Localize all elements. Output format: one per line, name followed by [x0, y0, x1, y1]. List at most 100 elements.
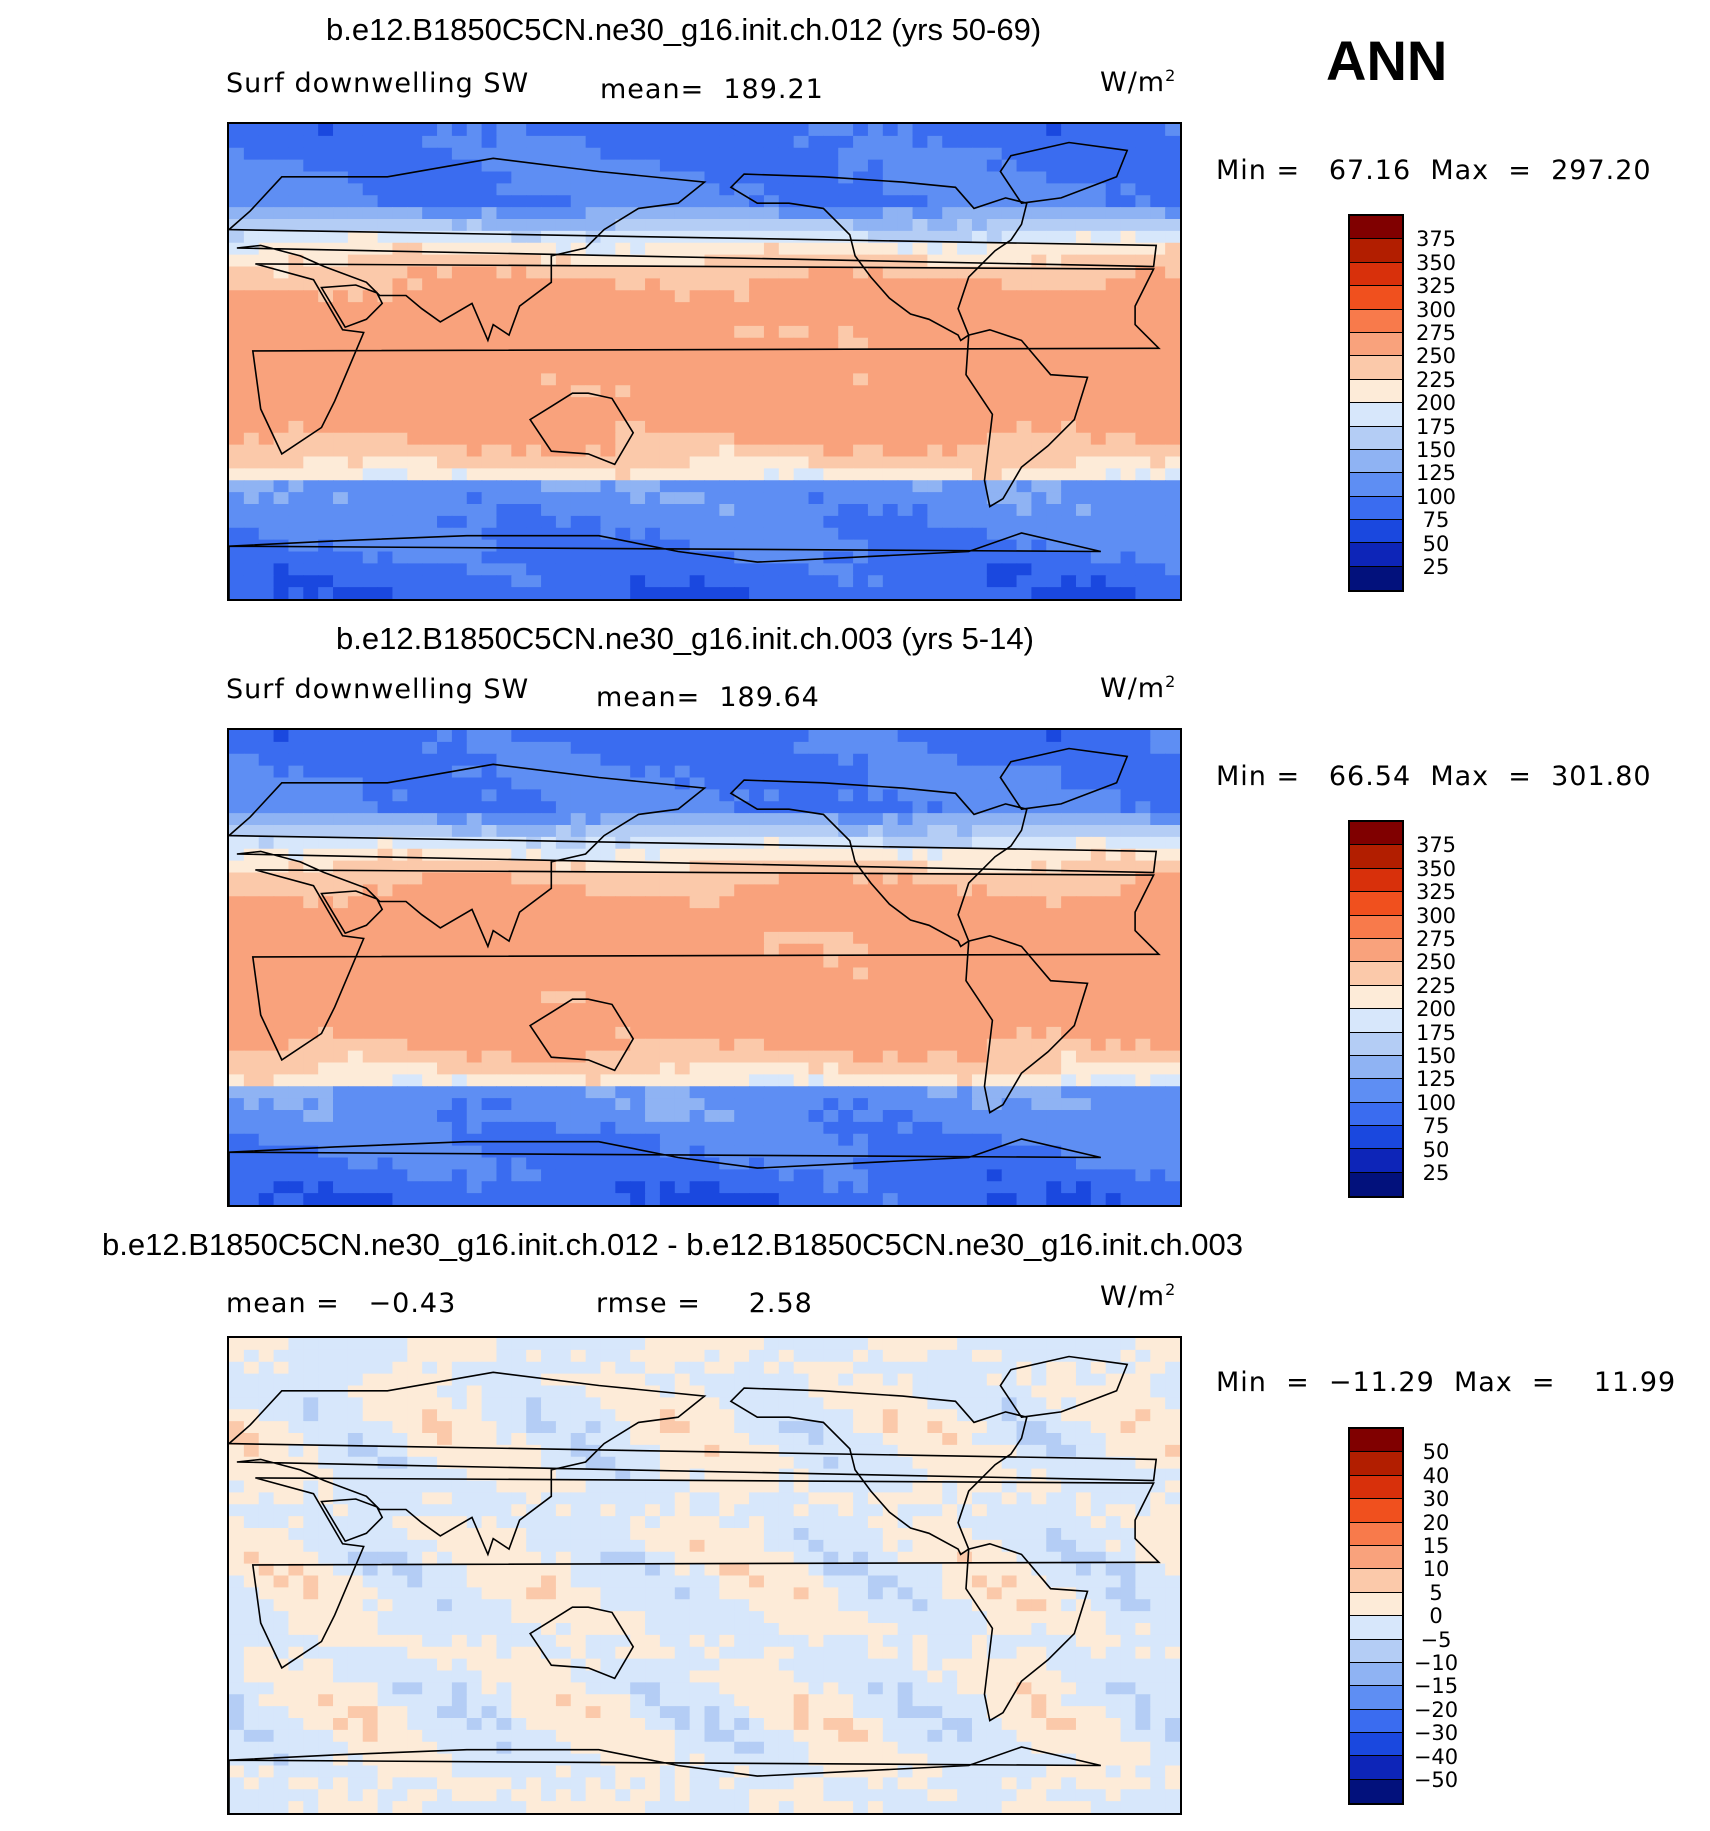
colorbar-swatch — [1350, 892, 1402, 916]
contour-fill — [229, 1338, 1180, 1813]
panel2-mean: mean= 189.64 — [596, 682, 820, 713]
colorbar-swatch — [1350, 1686, 1402, 1710]
colorbar-swatch — [1350, 262, 1402, 287]
panel2-variable: Surf downwelling SW — [226, 674, 530, 705]
colorbar-swatch — [1350, 1172, 1402, 1197]
panel2-title: b.e12.B1850C5CN.ne30_g16.init.ch.003 (yr… — [336, 621, 1034, 656]
colorbar-tick-label: 275 — [1415, 321, 1457, 345]
colorbar-swatch — [1350, 1149, 1402, 1173]
panel1-map — [227, 122, 1182, 601]
panel2-map — [227, 728, 1182, 1207]
colorbar-swatch — [1350, 1545, 1402, 1570]
colorbar-swatch — [1350, 1756, 1402, 1780]
colorbar-swatch — [1350, 379, 1402, 404]
colorbar-tick-label: 250 — [1415, 344, 1457, 369]
colorbar-swatch — [1350, 1709, 1402, 1734]
colorbar-tick-label: 5 — [1429, 1580, 1443, 1605]
colorbar-swatch — [1350, 1032, 1402, 1056]
colorbar-swatch — [1350, 1009, 1402, 1033]
colorbar-tick-label: 200 — [1415, 391, 1457, 416]
colorbar-swatch — [1350, 216, 1402, 240]
colorbar-swatch — [1350, 1499, 1402, 1523]
colorbar-swatch — [1350, 1055, 1402, 1080]
panel1-mean: mean= 189.21 — [600, 74, 824, 105]
colorbar-tick-label: 20 — [1422, 1510, 1450, 1535]
colorbar-tick-label: 30 — [1422, 1487, 1450, 1512]
colorbar-tick-label: 125 — [1415, 1067, 1457, 1092]
colorbar-swatch — [1350, 1126, 1402, 1150]
colorbar-tick-label: 50 — [1422, 1440, 1450, 1465]
colorbar-tick-label: 375 — [1415, 833, 1457, 858]
colorbar-swatch — [1350, 286, 1402, 310]
colorbar-swatch — [1350, 309, 1402, 333]
colorbar-tick-label: −40 — [1413, 1744, 1459, 1769]
panel2-units: W/m2 — [1100, 672, 1177, 704]
panel2-colorbar: 375 350 325 300 275 250 225 200 175 150 125 100 75 50… — [1348, 820, 1456, 1199]
colorbar-swatch — [1350, 1569, 1402, 1593]
colorbar-swatch — [1350, 915, 1402, 939]
panel1-units: W/m2 — [1100, 66, 1177, 98]
panel2-minmax: Min = 66.54 Max = 301.80 — [1216, 761, 1652, 792]
colorbar-tick-label: 300 — [1415, 903, 1457, 928]
colorbar-tick-label: 325 — [1415, 880, 1457, 905]
colorbar-swatch — [1350, 1639, 1402, 1663]
contour-fill — [229, 730, 1180, 1205]
colorbar-tick-label: 225 — [1415, 973, 1457, 998]
season-label: ANN — [1326, 29, 1448, 92]
colorbar-swatch — [1350, 1733, 1402, 1757]
colorbar-swatch — [1350, 426, 1402, 450]
colorbar-tick-label: 350 — [1415, 856, 1457, 881]
colorbar-tick-label: 50 — [1422, 531, 1450, 556]
panel1-minmax: Min = 67.16 Max = 297.20 — [1216, 155, 1652, 186]
colorbar-tick-label: 125 — [1415, 461, 1457, 486]
colorbar-box — [1348, 214, 1404, 593]
panel1-variable: Surf downwelling SW — [226, 68, 530, 99]
colorbar-tick-label: 200 — [1415, 997, 1457, 1022]
panel3-rmse: rmse = 2.58 — [596, 1288, 813, 1319]
colorbar-swatch — [1350, 356, 1402, 380]
colorbar-swatch — [1350, 1592, 1402, 1617]
colorbar-swatch — [1350, 520, 1402, 544]
colorbar-tick-label: 250 — [1415, 950, 1457, 975]
colorbar-swatch — [1350, 985, 1402, 1010]
colorbar-tick-label: −20 — [1413, 1697, 1459, 1722]
colorbar-tick-label: −15 — [1413, 1674, 1459, 1699]
colorbar-tick-label: 75 — [1422, 1114, 1450, 1139]
panel1-title: b.e12.B1850C5CN.ne30_g16.init.ch.012 (yr… — [326, 12, 1042, 47]
coastlines — [229, 747, 1161, 1205]
colorbar-swatch — [1350, 1079, 1402, 1103]
colorbar-tick-label: 25 — [1422, 555, 1450, 579]
colorbar-tick-label: 50 — [1422, 1137, 1450, 1162]
colorbar-swatch — [1350, 239, 1402, 263]
colorbar-swatch — [1350, 1779, 1402, 1804]
colorbar-swatch — [1350, 473, 1402, 497]
colorbar-swatch — [1350, 1662, 1402, 1687]
colorbar-swatch — [1350, 845, 1402, 869]
colorbar-tick-label: 25 — [1422, 1161, 1450, 1185]
colorbar-tick-label: 375 — [1415, 227, 1457, 252]
colorbar-tick-label: 175 — [1415, 414, 1457, 439]
colorbar-tick-label: 0 — [1429, 1604, 1443, 1629]
colorbar-tick-label: 10 — [1422, 1557, 1450, 1582]
colorbar-tick-label: 175 — [1415, 1020, 1457, 1045]
colorbar-tick-label: −30 — [1413, 1721, 1459, 1746]
panel1-colorbar: 375 350 325 300 275 250 225 200 175 150 125 100 75 50… — [1348, 214, 1456, 593]
colorbar-swatch — [1350, 449, 1402, 474]
colorbar-tick-label: 150 — [1415, 438, 1457, 462]
colorbar-swatch — [1350, 496, 1402, 521]
colorbar-tick-label: 275 — [1415, 927, 1457, 951]
colorbar-tick-label: −10 — [1413, 1651, 1459, 1675]
colorbar-swatch — [1350, 543, 1402, 567]
colorbar-swatch — [1350, 566, 1402, 591]
colorbar-swatch — [1350, 962, 1402, 986]
colorbar-swatch — [1350, 1475, 1402, 1500]
colorbar-tick-label: 75 — [1422, 508, 1450, 533]
colorbar-box — [1348, 1427, 1404, 1806]
panel3-colorbar: 50 40 30 20 15 10 5 0 −5 −10 −15 −20 −30 −40 −50 — [1348, 1427, 1458, 1806]
colorbar-swatch — [1350, 332, 1402, 357]
colorbar-tick-label: 225 — [1415, 367, 1457, 392]
colorbar-swatch — [1350, 1522, 1402, 1546]
colorbar-swatch — [1350, 1429, 1402, 1453]
colorbar-tick-label: 350 — [1415, 250, 1457, 275]
contour-fill — [229, 124, 1180, 599]
